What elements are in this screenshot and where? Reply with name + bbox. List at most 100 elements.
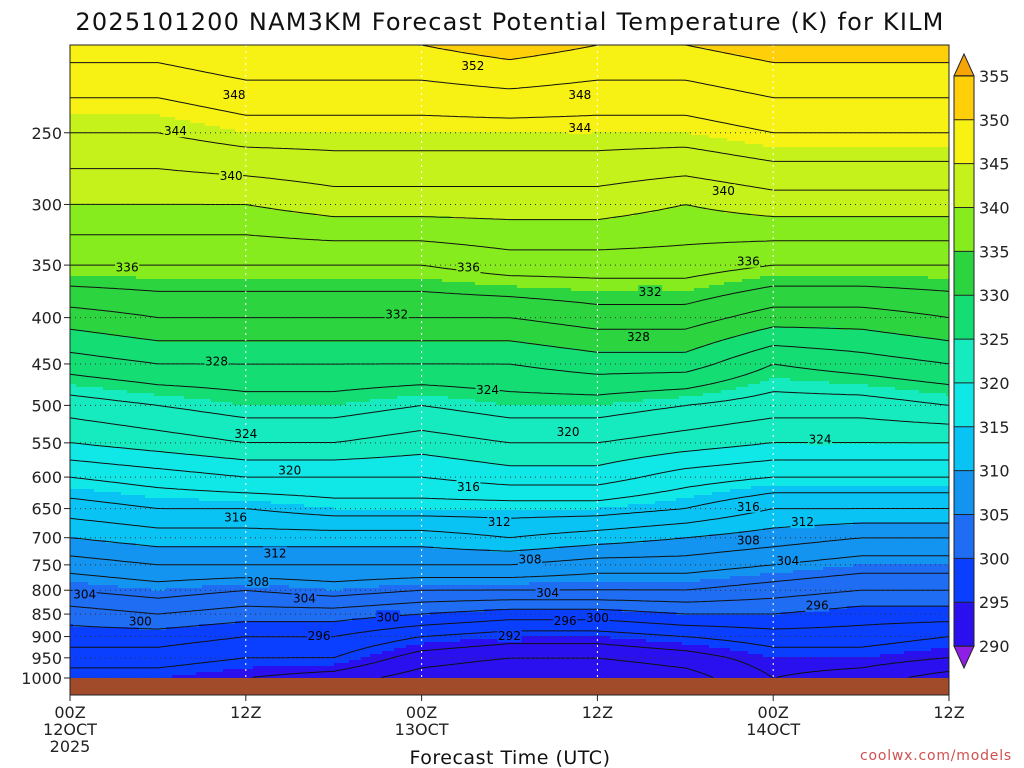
field-cell: [595, 582, 599, 610]
field-cell: [289, 210, 293, 280]
field-cell: [811, 381, 815, 445]
field-cell: [793, 444, 797, 487]
field-cell: [340, 510, 344, 547]
field-cell: [412, 510, 416, 547]
field-cell: [637, 402, 641, 460]
field-cell: [718, 45, 722, 52]
field-cell: [856, 63, 860, 148]
field-cell: [898, 45, 902, 64]
field-cell: [232, 501, 236, 547]
field-cell: [367, 342, 371, 403]
field-cell: [271, 210, 275, 280]
field-cell: [856, 330, 860, 385]
field-cell: [520, 465, 524, 511]
field-cell: [805, 657, 809, 678]
field-cell: [712, 45, 716, 52]
contour-340: [70, 203, 949, 221]
field-cell: [277, 405, 281, 460]
field-cell: [313, 132, 317, 214]
field-cell: [292, 279, 296, 343]
field-cell: [409, 456, 413, 511]
field-cell: [520, 510, 524, 550]
field-cell: [205, 342, 209, 400]
field-cell: [277, 504, 281, 547]
field-cell: [931, 606, 935, 649]
field-cell: [430, 585, 434, 613]
field-cell: [853, 147, 857, 217]
field-cell: [925, 63, 929, 148]
field-cell: [424, 615, 428, 643]
field-cell: [193, 342, 197, 400]
field-cell: [859, 384, 863, 445]
field-cell: [121, 543, 125, 589]
field-cell: [271, 504, 275, 547]
field-cell: [601, 582, 605, 610]
field-cell: [274, 279, 278, 343]
field-cell: [265, 279, 269, 343]
field-cell: [928, 279, 932, 340]
field-cell: [511, 60, 515, 133]
field-cell: [262, 405, 266, 460]
field-cell: [925, 444, 929, 487]
field-cell: [364, 618, 368, 658]
field-cell: [733, 45, 737, 55]
field-cell: [901, 336, 905, 391]
field-cell: [910, 216, 914, 277]
field-cell: [739, 57, 743, 142]
field-cell: [706, 48, 710, 136]
field-cell: [619, 543, 623, 583]
field-cell: [166, 45, 170, 118]
field-cell: [208, 45, 212, 127]
field-cell: [358, 342, 362, 403]
field-cell: [196, 399, 200, 457]
field-cell: [115, 627, 119, 678]
field-cell: [796, 381, 800, 445]
field-cell: [442, 48, 446, 133]
field-cell: [847, 147, 851, 217]
field-cell: [844, 486, 848, 526]
field-cell: [451, 612, 455, 643]
field-cell: [487, 639, 491, 678]
field-cell: [787, 276, 791, 328]
field-cell: [805, 525, 809, 571]
field-cell: [460, 612, 464, 640]
field-cell: [859, 606, 863, 658]
field-cell: [295, 279, 299, 343]
field-cell: [568, 636, 572, 678]
field-cell: [655, 351, 659, 400]
field-cell: [187, 498, 191, 547]
field-cell: [631, 45, 635, 133]
field-cell: [163, 546, 167, 592]
field-cell: [916, 522, 920, 565]
field-cell: [655, 210, 659, 292]
field-cell: [136, 339, 140, 394]
field-cell: [709, 615, 713, 649]
field-cell: [304, 621, 308, 667]
field-cell: [487, 402, 491, 463]
field-cell: [379, 510, 383, 547]
field-cell: [619, 507, 623, 544]
field-cell: [343, 216, 347, 280]
field-cell: [289, 459, 293, 505]
field-cell: [634, 543, 638, 583]
field-cell: [874, 522, 878, 565]
field-cell: [100, 492, 104, 541]
field-cell: [832, 657, 836, 678]
field-cell: [730, 489, 734, 535]
field-cell: [802, 147, 806, 217]
field-cell: [331, 45, 335, 133]
field-cell: [124, 543, 128, 589]
field-cell: [673, 642, 677, 678]
field-cell: [115, 204, 119, 277]
field-cell: [355, 402, 359, 460]
field-cell: [451, 342, 455, 400]
contour-label: 336: [457, 260, 480, 274]
contour-label: 324: [476, 383, 499, 397]
field-cell: [532, 510, 536, 550]
field-cell: [886, 564, 890, 607]
field-cell: [109, 114, 113, 205]
field-cell: [382, 456, 386, 511]
field-cell: [73, 384, 77, 445]
field-cell: [574, 219, 578, 292]
field-cell: [601, 45, 605, 133]
